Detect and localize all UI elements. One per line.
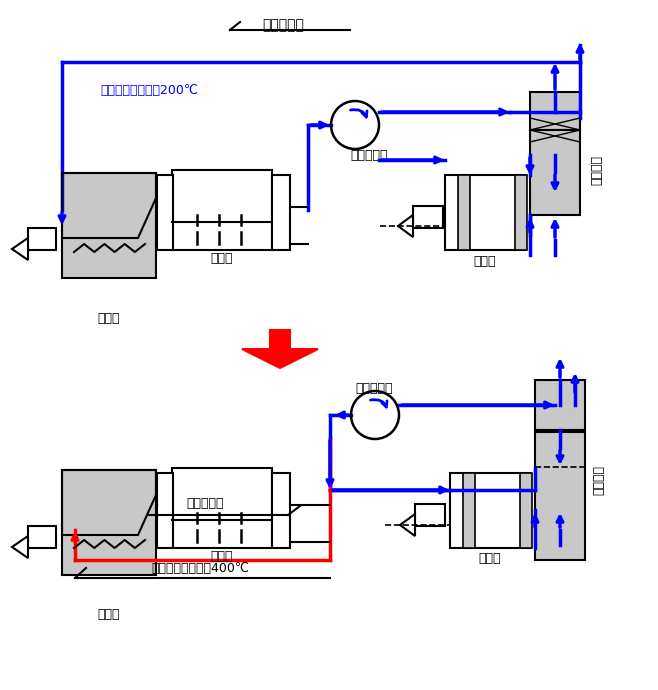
Bar — [272, 175, 290, 250]
Bar — [415, 504, 445, 526]
Bar — [172, 170, 272, 250]
Bar — [445, 175, 525, 250]
Text: 循環ガス温度＝約200℃: 循環ガス温度＝約200℃ — [100, 83, 198, 97]
Bar — [450, 473, 530, 548]
Bar — [272, 473, 290, 548]
Text: 誘引ファン: 誘引ファン — [350, 148, 388, 161]
Text: 熱交換器: 熱交換器 — [590, 155, 603, 185]
Bar — [28, 526, 56, 548]
Text: 熱交換器: 熱交換器 — [592, 465, 605, 495]
Bar — [62, 173, 156, 278]
Text: 熱風炉: 熱風炉 — [98, 311, 120, 324]
Bar — [463, 473, 475, 548]
Bar — [62, 470, 156, 575]
Bar — [515, 175, 527, 250]
Text: 脱臭炉: 脱臭炉 — [479, 552, 501, 565]
Bar — [530, 130, 580, 215]
Polygon shape — [12, 238, 28, 260]
Polygon shape — [398, 215, 413, 237]
Polygon shape — [400, 514, 415, 536]
Bar — [520, 473, 532, 548]
Bar — [28, 228, 56, 250]
Bar — [458, 175, 470, 250]
Text: 熱風炉: 熱風炉 — [98, 609, 120, 622]
Bar — [535, 380, 585, 430]
Bar — [172, 468, 272, 548]
Text: 乾燥機: 乾燥機 — [211, 550, 233, 563]
Text: 誘引ファン: 誘引ファン — [355, 382, 393, 395]
Text: 乾燥機: 乾燥機 — [211, 252, 233, 265]
Polygon shape — [242, 330, 318, 368]
Text: 脱臭炉: 脱臭炉 — [474, 255, 496, 268]
Polygon shape — [12, 536, 28, 558]
Bar — [530, 92, 580, 130]
Text: 循環ダクト: 循環ダクト — [186, 497, 224, 510]
Text: 循環ガス温度＝約400℃: 循環ガス温度＝約400℃ — [151, 562, 249, 575]
Bar — [157, 175, 173, 250]
Text: 循環ダクト: 循環ダクト — [262, 18, 304, 32]
Bar — [535, 432, 585, 560]
Bar — [413, 206, 443, 228]
Bar — [157, 473, 173, 548]
